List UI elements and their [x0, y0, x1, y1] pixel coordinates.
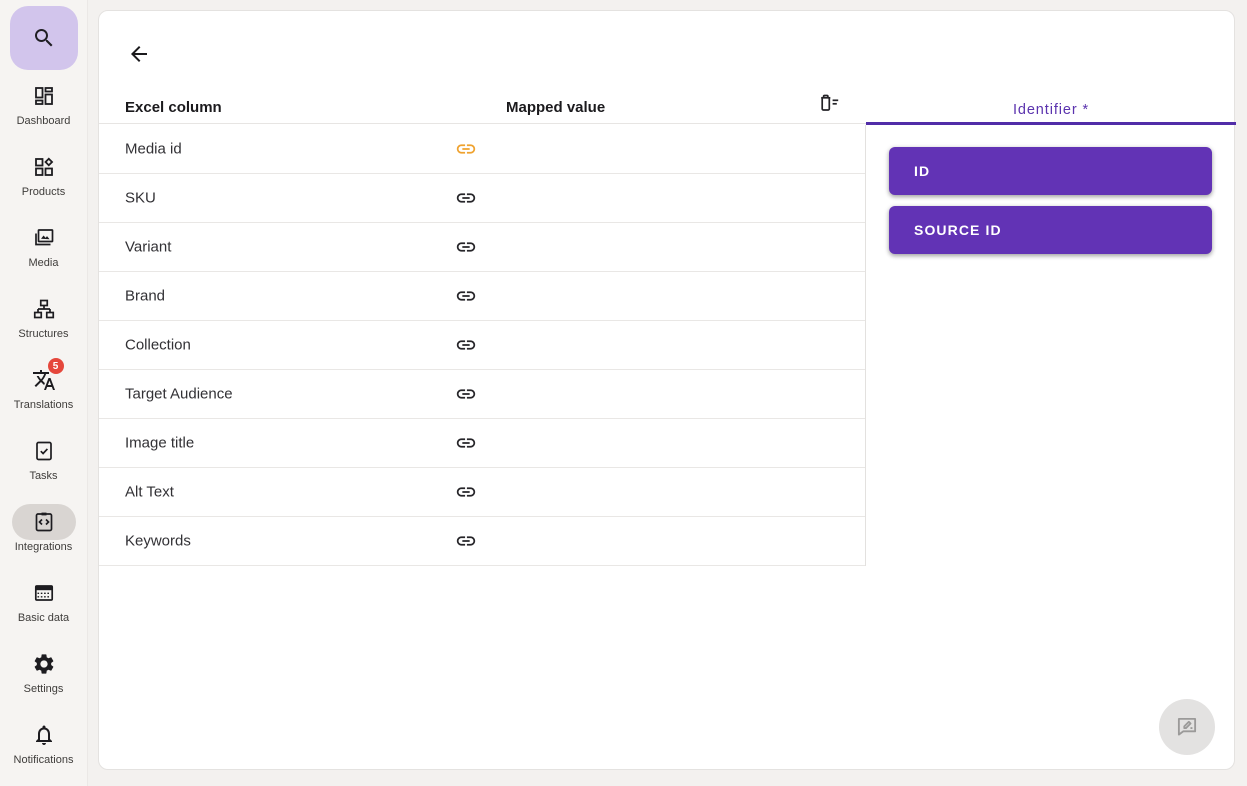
- mapping-panel: Excel column Mapped value Identifier * M…: [98, 10, 1236, 770]
- table-row[interactable]: Image title: [99, 419, 865, 468]
- option-button-id[interactable]: ID: [889, 147, 1212, 195]
- option-button-source-id[interactable]: SOURCE ID: [889, 206, 1212, 254]
- tab-identifier[interactable]: Identifier *: [866, 11, 1236, 125]
- column-header-excel-column: Excel column: [125, 99, 222, 116]
- row-label: SKU: [125, 189, 156, 207]
- row-label: Keywords: [125, 532, 191, 550]
- row-label: Target Audience: [125, 385, 233, 403]
- link-icon[interactable]: [455, 138, 477, 160]
- table-row[interactable]: Collection: [99, 321, 865, 370]
- sidebar-item-basic-data[interactable]: Basic data: [0, 573, 87, 644]
- back-button[interactable]: [123, 38, 155, 70]
- table-row[interactable]: SKU: [99, 174, 865, 223]
- sidebar-item-notifications[interactable]: Notifications: [0, 715, 87, 786]
- sidebar-item-integrations[interactable]: Integrations: [0, 502, 87, 573]
- translations-badge: 5: [47, 358, 64, 374]
- table-row[interactable]: Brand: [99, 272, 865, 321]
- sidebar-item-label: Media: [28, 257, 59, 269]
- identifier-options: ID SOURCE ID: [889, 147, 1212, 254]
- arrow-back-icon: [127, 42, 151, 66]
- sidebar-item-label: Products: [21, 186, 66, 198]
- sidebar-item-label: Settings: [23, 683, 64, 695]
- sidebar-item-tasks[interactable]: Tasks: [0, 431, 87, 502]
- basic-data-icon: [32, 581, 56, 605]
- link-icon[interactable]: [455, 334, 477, 356]
- search-icon: [32, 26, 56, 50]
- link-icon[interactable]: [455, 187, 477, 209]
- sidebar-item-media[interactable]: Media: [0, 218, 87, 289]
- column-header-mapped-value: Mapped value: [506, 99, 606, 116]
- sidebar-item-label: Translations: [13, 399, 74, 411]
- table-panel-divider: [865, 125, 866, 566]
- settings-gear-icon: [32, 652, 56, 676]
- media-icon: [32, 226, 56, 250]
- table-header: Excel column Mapped value: [99, 11, 866, 124]
- link-icon[interactable]: [455, 285, 477, 307]
- structures-icon: [32, 297, 56, 321]
- sidebar-item-label: Notifications: [13, 754, 74, 766]
- sidebar-item-label: Structures: [18, 328, 69, 340]
- table-row[interactable]: Alt Text: [99, 468, 865, 517]
- sidebar-item-translations[interactable]: 5 Translations: [0, 358, 87, 431]
- table-row[interactable]: Media id: [99, 125, 865, 174]
- notifications-bell-icon: [32, 723, 56, 747]
- link-icon[interactable]: [455, 383, 477, 405]
- sidebar-item-label: Basic data: [17, 612, 70, 624]
- row-label: Alt Text: [125, 483, 174, 501]
- sidebar-nav: Dashboard Products Media Structures: [0, 76, 87, 786]
- tab-header: Identifier *: [866, 11, 1236, 125]
- link-icon[interactable]: [455, 530, 477, 552]
- clear-mappings-button[interactable]: [811, 85, 847, 121]
- tab-label: Identifier *: [1012, 102, 1090, 118]
- row-label: Brand: [125, 287, 166, 305]
- link-icon[interactable]: [455, 432, 477, 454]
- sidebar-item-settings[interactable]: Settings: [0, 644, 87, 715]
- excel-column-list: Media id SKU Variant Brand Collection Ta…: [99, 125, 865, 566]
- sidebar-item-label: Integrations: [14, 541, 73, 553]
- sidebar-item-label: Tasks: [29, 470, 58, 482]
- sidebar: Dashboard Products Media Structures: [0, 0, 88, 786]
- sidebar-item-structures[interactable]: Structures: [0, 289, 87, 360]
- link-icon[interactable]: [455, 236, 477, 258]
- review-fab-button[interactable]: [1159, 699, 1215, 755]
- table-row[interactable]: Variant: [99, 223, 865, 272]
- table-row[interactable]: Keywords: [99, 517, 865, 566]
- sidebar-item-products[interactable]: Products: [0, 147, 87, 218]
- row-label: Collection: [125, 336, 191, 354]
- delete-sweep-icon: [817, 91, 841, 115]
- link-icon[interactable]: [455, 481, 477, 503]
- integrations-icon: [32, 510, 56, 534]
- products-icon: [32, 155, 56, 179]
- search-button[interactable]: [9, 6, 78, 70]
- tasks-icon: [32, 439, 56, 463]
- table-row[interactable]: Target Audience: [99, 370, 865, 419]
- dashboard-icon: [32, 84, 56, 108]
- row-label: Variant: [125, 238, 172, 256]
- row-label: Media id: [125, 140, 182, 158]
- sidebar-item-dashboard[interactable]: Dashboard: [0, 76, 87, 147]
- sidebar-item-label: Dashboard: [16, 115, 71, 127]
- row-label: Image title: [125, 434, 195, 452]
- translate-icon: [32, 368, 56, 392]
- rate-review-icon: [1174, 714, 1200, 740]
- tab-indicator: [866, 122, 1236, 125]
